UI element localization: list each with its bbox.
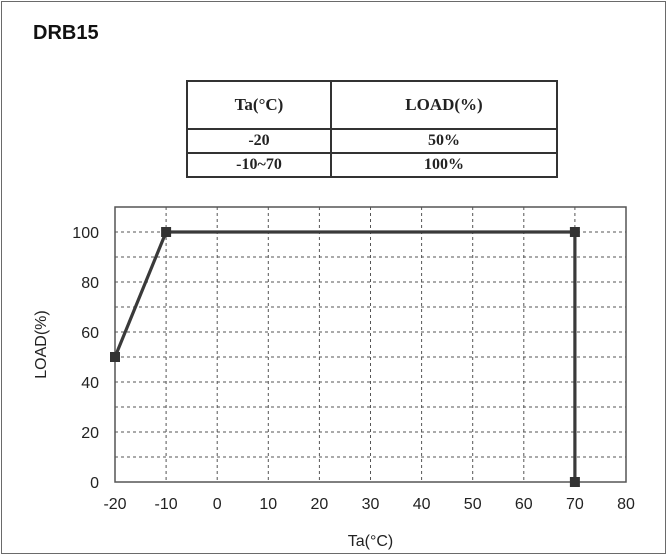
data-point-marker <box>569 477 580 487</box>
plot-border <box>114 206 627 483</box>
x-tick-label: 50 <box>464 496 482 513</box>
table-cell-ta: -20 <box>186 128 332 154</box>
y-tick-label: 80 <box>81 275 99 292</box>
table-cell-load: 50% <box>330 128 558 154</box>
y-tick-label: 20 <box>81 425 99 442</box>
y-tick-label: 100 <box>72 225 99 242</box>
derating-table: Ta(°C) LOAD(%) -20 50% -10~70 100% <box>186 80 558 178</box>
y-tick-label: 40 <box>81 375 99 392</box>
x-tick-label: 40 <box>413 496 431 513</box>
table-cell-load: 100% <box>330 152 558 178</box>
table-header-load: LOAD(%) <box>330 80 558 130</box>
series-line <box>113 230 577 482</box>
x-tick-label: 20 <box>311 496 329 513</box>
x-tick-label: 30 <box>362 496 380 513</box>
x-axis-label: Ta(°C) <box>348 533 394 550</box>
y-axis-label: LOAD(%) <box>33 310 50 378</box>
table-header-ta: Ta(°C) <box>186 80 332 130</box>
table-row: -20 50% <box>186 128 558 154</box>
x-tick-label: 70 <box>566 496 584 513</box>
table-row: -10~70 100% <box>186 152 558 178</box>
x-tick-label: 0 <box>213 496 222 513</box>
x-tick-label: 10 <box>259 496 277 513</box>
y-tick-label: 0 <box>90 475 99 492</box>
x-tick-label: -20 <box>103 496 126 513</box>
data-point-marker <box>110 352 120 362</box>
x-tick-label: -10 <box>155 496 178 513</box>
data-point-marker <box>569 227 580 237</box>
table-header-row: Ta(°C) LOAD(%) <box>186 80 558 130</box>
table-cell-ta: -10~70 <box>186 152 332 178</box>
chart-title: DRB15 <box>33 22 99 44</box>
y-tick-label: 60 <box>81 325 99 342</box>
x-tick-label: 60 <box>515 496 533 513</box>
data-point-marker <box>161 227 172 237</box>
x-tick-label: 80 <box>617 496 635 513</box>
